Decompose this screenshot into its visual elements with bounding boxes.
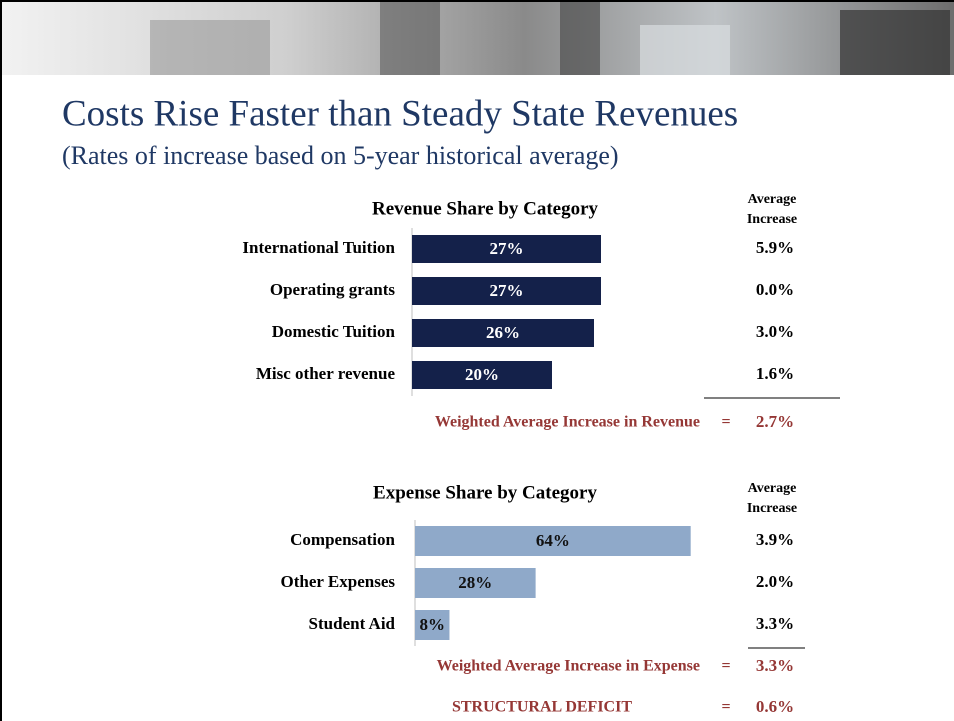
- category-label: Other Expenses: [281, 572, 396, 591]
- category-label: Domestic Tuition: [272, 322, 396, 341]
- header-banner: [0, 0, 954, 75]
- category-label: International Tuition: [242, 238, 395, 257]
- value-label: 20%: [465, 365, 499, 384]
- value-label: 27%: [490, 281, 524, 300]
- summary-label: Weighted Average Increase in Revenue: [435, 414, 700, 431]
- average-increase: 1.6%: [756, 364, 794, 383]
- deficit-label: STRUCTURAL DEFICIT: [452, 699, 632, 716]
- summary-label: Weighted Average Increase in Expense: [437, 658, 700, 675]
- column-header: Increase: [747, 501, 797, 516]
- value-label: 28%: [458, 573, 492, 592]
- slide-title: Costs Rise Faster than Steady State Reve…: [62, 93, 738, 134]
- summary-value: 3.3%: [756, 656, 794, 675]
- average-increase: 3.0%: [756, 322, 794, 341]
- column-header: Increase: [747, 212, 797, 227]
- deficit-value: 0.6%: [756, 697, 794, 716]
- average-increase: 5.9%: [756, 238, 794, 257]
- category-label: Misc other revenue: [256, 364, 396, 383]
- value-label: 26%: [486, 323, 520, 342]
- average-increase: 3.9%: [756, 530, 794, 549]
- category-label: Student Aid: [309, 614, 396, 633]
- average-increase: 2.0%: [756, 572, 794, 591]
- column-header: Average: [748, 481, 797, 496]
- value-label: 8%: [419, 615, 445, 634]
- average-increase: 3.3%: [756, 614, 794, 633]
- value-label: 27%: [490, 239, 524, 258]
- chart-title: Expense Share by Category: [373, 482, 597, 503]
- average-increase: 0.0%: [756, 280, 794, 299]
- category-label: Compensation: [290, 530, 395, 549]
- summary-sign: =: [721, 658, 730, 675]
- summary-value: 2.7%: [756, 412, 794, 431]
- column-header: Average: [748, 192, 797, 207]
- slide-subtitle: (Rates of increase based on 5-year histo…: [62, 141, 619, 170]
- deficit-sign: =: [721, 699, 730, 716]
- slide: Costs Rise Faster than Steady State Reve…: [0, 0, 954, 721]
- category-label: Operating grants: [270, 280, 396, 299]
- summary-sign: =: [721, 414, 730, 431]
- value-label: 64%: [536, 531, 570, 550]
- chart-title: Revenue Share by Category: [372, 198, 599, 219]
